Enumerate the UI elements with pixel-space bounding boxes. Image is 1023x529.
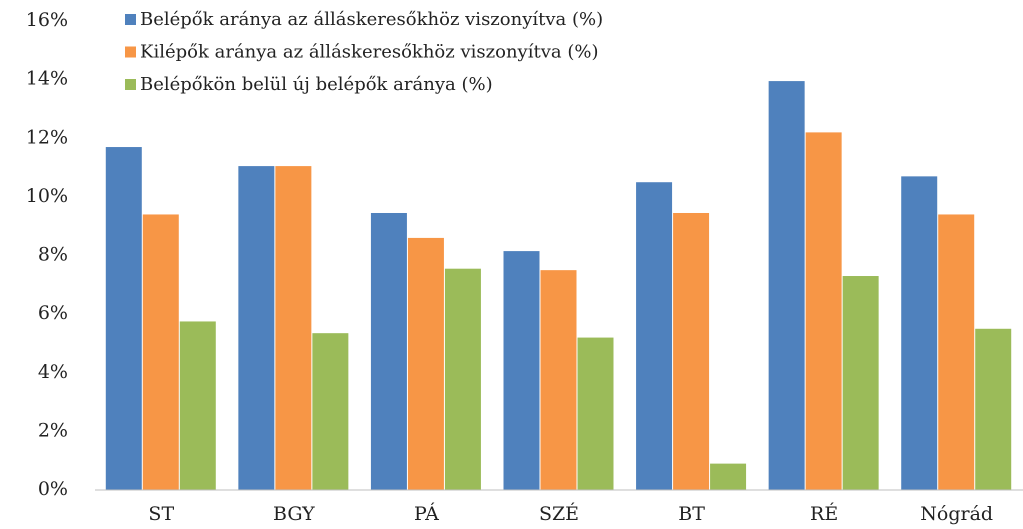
- bar: [407, 237, 444, 490]
- x-tick-label: BT: [678, 503, 705, 525]
- legend-label: Belépők aránya az álláskeresőkhöz viszon…: [140, 9, 603, 30]
- bar: [312, 333, 349, 490]
- legend-label: Kilépők aránya az álláskeresőkhöz viszon…: [140, 42, 598, 63]
- bar: [577, 337, 614, 490]
- x-tick-label: PÁ: [414, 502, 439, 525]
- bar: [444, 268, 481, 490]
- bar: [142, 214, 179, 490]
- bar: [710, 463, 747, 490]
- bar: [503, 251, 540, 490]
- bar: [105, 147, 142, 490]
- x-tick-label: RÉ: [810, 502, 838, 525]
- x-tick-label: ST: [148, 503, 174, 525]
- y-tick-label: 8%: [38, 244, 68, 266]
- y-tick-label: 14%: [26, 68, 68, 90]
- bar: [636, 182, 673, 490]
- bar: [975, 328, 1012, 490]
- y-tick-label: 16%: [26, 9, 68, 31]
- x-tick-label: SZÉ: [539, 502, 579, 525]
- bar: [673, 212, 710, 490]
- legend-swatch: [125, 14, 136, 25]
- x-tick-label: BGY: [273, 503, 315, 525]
- bar: [540, 270, 577, 490]
- bar: [842, 276, 879, 490]
- bar: [179, 321, 216, 490]
- legend-label: Belépőkön belül új belépők aránya (%): [140, 74, 493, 95]
- legend-swatch: [125, 46, 136, 58]
- y-tick-label: 10%: [26, 185, 68, 207]
- y-tick-label: 6%: [38, 302, 68, 324]
- bar: [901, 176, 938, 490]
- bar: [238, 166, 275, 491]
- bar: [275, 166, 312, 491]
- bar: [938, 214, 975, 490]
- bar: [805, 132, 842, 490]
- y-tick-label: 12%: [26, 126, 68, 148]
- x-tick-label: Nógrád: [920, 503, 993, 525]
- y-tick-label: 0%: [38, 478, 68, 500]
- y-tick-label: 2%: [38, 419, 68, 441]
- legend-swatch: [125, 79, 136, 90]
- bar: [768, 81, 805, 490]
- y-tick-label: 4%: [38, 361, 68, 383]
- bar: [370, 212, 407, 490]
